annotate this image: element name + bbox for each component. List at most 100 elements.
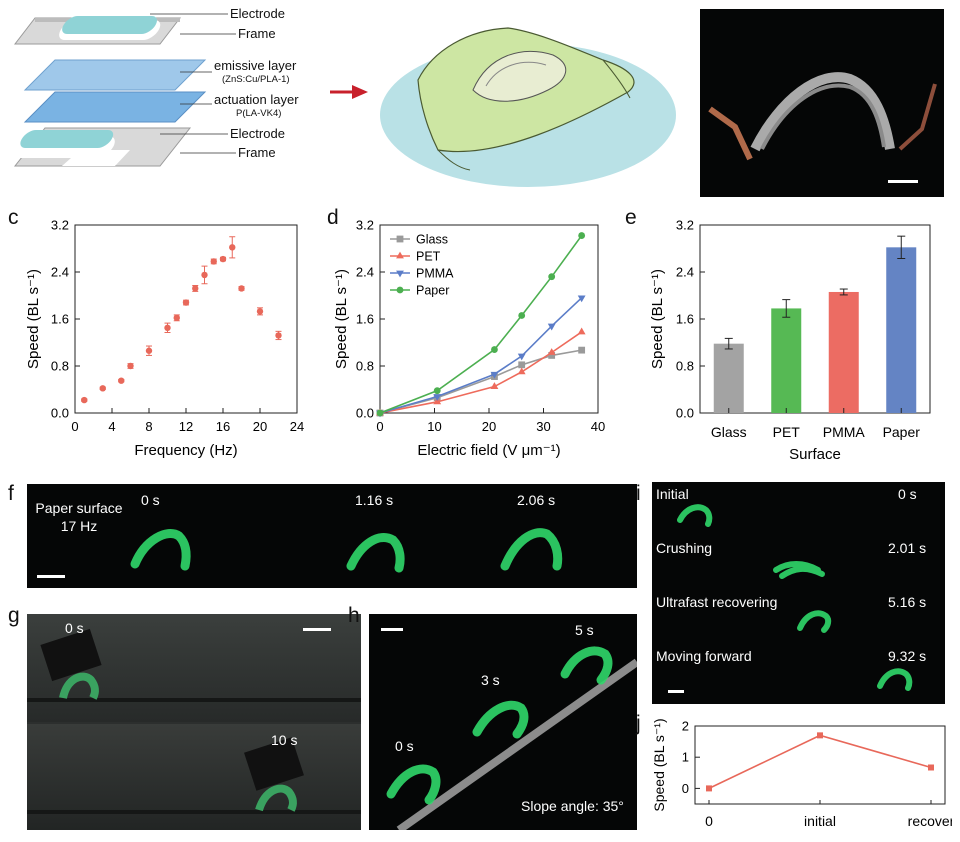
y-tick-label: 3.2 (676, 218, 694, 233)
chart-j-speed-recovery: 0 1 2 Speed (BL s⁻¹) 0 initial recover (651, 718, 952, 829)
stage-label: Moving forward (656, 648, 752, 664)
time-label: 5 s (575, 622, 594, 638)
panel-h-photo-sequence: 0 s 3 s 5 s Slope angle: 35° (369, 614, 637, 830)
data-point (517, 367, 526, 375)
panel-letter-j: j (636, 712, 641, 735)
chart-d-speed-vs-field: 0.0 0.8 1.6 2.4 3.2 Speed (BL s⁻¹) 0 10 20 30 40 El… (333, 218, 605, 460)
x-tick-label: 30 (536, 419, 550, 434)
time-label: 0 s (65, 620, 84, 636)
data-point (396, 286, 404, 294)
data-point (192, 285, 199, 292)
robot-photo (700, 9, 944, 197)
data-point (548, 273, 556, 281)
label-actuation-layer: actuation layer (214, 92, 299, 107)
data-point (577, 327, 586, 335)
data-point (99, 385, 106, 392)
data-point (548, 352, 556, 359)
panel-letter-f: f (8, 482, 14, 505)
data-point (547, 323, 556, 331)
data-point (81, 396, 88, 404)
x-axis-label: Surface (789, 446, 841, 463)
data-point (238, 285, 245, 292)
panel-f-photo-sequence: Paper surface 17 Hz 0 s 1.16 s 2.06 s (27, 484, 637, 588)
x-tick-label: PET (773, 424, 801, 440)
panel-letter-g: g (8, 604, 20, 627)
data-point (256, 308, 264, 315)
plot-frame (379, 224, 599, 414)
data-point (201, 271, 208, 279)
panel-b-device-illustration (380, 27, 676, 187)
slope-angle-label: Slope angle: 35° (521, 798, 624, 814)
data-point (433, 394, 442, 401)
data-point (127, 362, 134, 370)
y-axis-label: Speed (BL s⁻¹) (649, 269, 666, 369)
y-tick-label: 1.6 (356, 312, 374, 327)
data-point (118, 377, 125, 384)
scale-bar (668, 690, 684, 693)
stage-label: Initial (656, 486, 689, 502)
scale-bar (381, 628, 403, 631)
data-point (577, 295, 586, 303)
red-arrow-icon (330, 85, 368, 99)
label-emissive-material: (ZnS:Cu/PLA-1) (222, 74, 290, 85)
panel-g-photo-sequence: 0 s 10 s (27, 614, 361, 830)
time-label: 10 s (271, 732, 298, 748)
data-point (145, 347, 153, 354)
data-point (396, 251, 404, 259)
x-tick-label: initial (804, 813, 836, 829)
data-point (173, 314, 180, 322)
y-tick-label: 3.2 (51, 218, 69, 233)
x-tick-label: 10 (427, 419, 441, 434)
y-tick-label: 0.0 (51, 406, 69, 421)
x-tick-label: 4 (108, 419, 115, 434)
x-tick-label: 24 (290, 419, 304, 434)
y-tick-label: 1.6 (676, 312, 694, 327)
x-tick-label: 0 (71, 419, 78, 434)
data-point (547, 348, 556, 355)
time-label: 1.16 s (355, 492, 394, 508)
label-frame-bottom: Frame (238, 145, 276, 160)
stage-time: 9.32 s (888, 648, 927, 664)
panel-i-photo-sequence: Initial 0 s Crushing 2.01 s Ultrafast re… (652, 482, 945, 704)
data-point (396, 270, 404, 278)
x-tick-label: 40 (591, 419, 605, 434)
legend-label: PMMA (416, 267, 454, 281)
data-point (578, 232, 586, 239)
y-tick-label: 0.8 (356, 359, 374, 374)
legend-label: PET (416, 250, 441, 264)
stage-label: Ultrafast recovering (656, 594, 778, 610)
series-line (379, 297, 583, 414)
y-axis-label: Speed (BL s⁻¹) (333, 269, 350, 369)
label-electrode-top: Electrode (230, 6, 285, 21)
label-actuation-material: P(LA-VK4) (236, 108, 282, 119)
x-tick-label: 0 (376, 419, 383, 434)
scale-bar (303, 628, 331, 631)
legend-label: Glass (416, 233, 448, 247)
x-tick-label: 20 (482, 419, 496, 434)
data-point (433, 387, 441, 395)
data-point (376, 409, 384, 417)
panel-letter-i: i (636, 482, 641, 505)
x-axis-label: Frequency (Hz) (134, 442, 237, 459)
series-line (379, 235, 583, 414)
y-tick-label: 1 (682, 750, 689, 765)
stage-time: 5.16 s (888, 594, 927, 610)
layer-stack-diagram (13, 13, 236, 167)
y-axis-label: Speed (BL s⁻¹) (25, 269, 42, 369)
y-tick-label: 0.0 (676, 406, 694, 421)
label-emissive-layer: emissive layer (214, 58, 297, 73)
data-point (518, 361, 526, 369)
time-label: 3 s (481, 672, 500, 688)
series-line (379, 331, 583, 414)
scale-bar (37, 575, 65, 578)
x-tick-label: Glass (711, 424, 747, 440)
bar (713, 343, 744, 413)
x-axis-label: Electric field (V μm⁻¹) (417, 442, 560, 459)
data-point (491, 346, 498, 353)
bar (828, 291, 859, 413)
panel-letter-c: c (8, 206, 19, 229)
data-point (578, 346, 586, 354)
data-point (706, 785, 712, 792)
chart-e-speed-by-surface: 0.0 0.8 1.6 2.4 3.2 Speed (BL s⁻¹) Glass PET PMM… (649, 218, 931, 463)
data-point (490, 371, 499, 379)
